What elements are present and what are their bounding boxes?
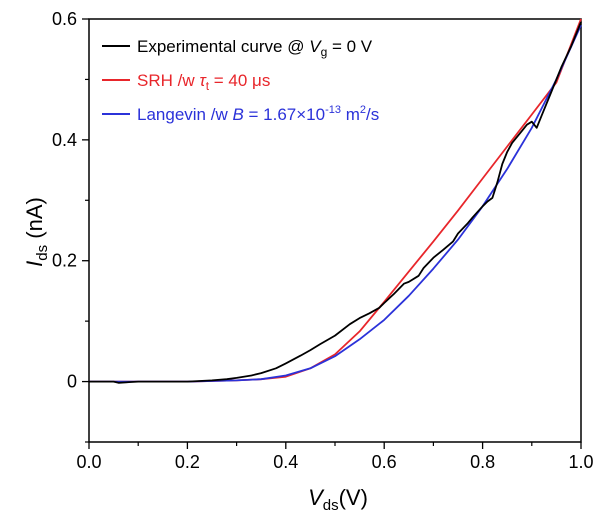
x-tick-label: 0.8 xyxy=(470,452,495,472)
legend-label-srh: SRH /w τt = 40 μs xyxy=(137,71,270,93)
series-line-langevin xyxy=(89,24,582,383)
legend: Experimental curve @ Vg = 0 V SRH /w τt … xyxy=(102,37,379,124)
x-tick-label: 0.2 xyxy=(175,452,200,472)
x-tick-label: 1.0 xyxy=(568,452,593,472)
x-tick-label: 0.6 xyxy=(372,452,397,472)
y-tick-label: 0 xyxy=(67,372,77,392)
y-tick-label: 0.2 xyxy=(52,251,77,271)
y-axis-label: Ids (nA) xyxy=(22,197,51,267)
legend-label-langevin: Langevin /w B = 1.67×10-13 m2/s xyxy=(137,104,379,124)
series-line-experimental xyxy=(89,21,582,384)
y-tick-label: 0.4 xyxy=(52,130,77,150)
legend-label-experimental: Experimental curve @ Vg = 0 V xyxy=(137,37,373,59)
x-tick-label: 0.4 xyxy=(273,452,298,472)
x-axis-label: Vds(V) xyxy=(308,485,368,514)
y-tick-label: 0.6 xyxy=(52,9,77,29)
x-tick-label: 0.0 xyxy=(76,452,101,472)
